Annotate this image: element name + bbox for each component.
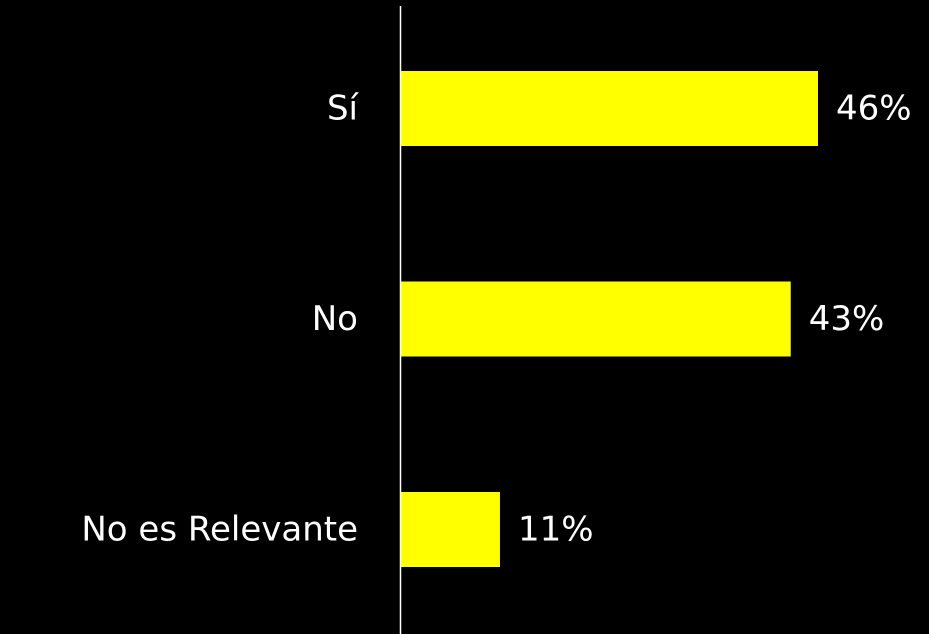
value-label-1: 43% [809,299,885,339]
category-label-1: No [312,299,358,339]
category-label-2: No es Relevante [81,510,358,550]
bar-0 [400,71,818,146]
category-label-0: Sí [327,89,360,129]
bar-1 [400,281,791,357]
bars-layer [400,71,818,567]
bar-2 [400,492,500,567]
labels-layer: Sí 46% No 43% No es Relevante 11% [81,89,911,550]
value-label-2: 11% [518,510,594,550]
value-label-0: 46% [836,89,912,129]
